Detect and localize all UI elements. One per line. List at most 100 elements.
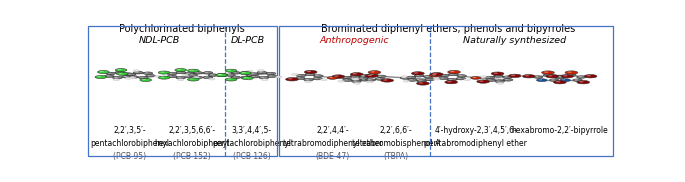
Circle shape [250,75,260,78]
Circle shape [445,80,458,84]
Circle shape [306,79,309,80]
Circle shape [147,75,151,76]
Circle shape [450,74,453,75]
Circle shape [114,79,116,80]
Circle shape [488,79,491,80]
Circle shape [473,77,476,78]
Circle shape [176,76,186,79]
Circle shape [259,76,269,79]
Circle shape [131,77,133,78]
Circle shape [351,73,363,76]
Circle shape [145,72,148,73]
Circle shape [295,77,305,80]
Circle shape [195,77,198,78]
Circle shape [188,69,199,72]
Text: Polychlorinated biphenyls: Polychlorinated biphenyls [119,24,245,34]
Circle shape [140,78,151,82]
Circle shape [416,75,419,76]
Circle shape [259,72,262,73]
Circle shape [190,70,194,71]
Circle shape [313,77,323,80]
Circle shape [133,70,140,71]
Circle shape [169,73,173,74]
Circle shape [95,76,107,79]
Circle shape [218,74,222,75]
Circle shape [430,73,443,76]
Circle shape [100,71,104,72]
Text: hexabromo-2,2′-bipyrrole: hexabromo-2,2′-bipyrrole [511,126,608,134]
Circle shape [350,75,360,77]
Circle shape [479,80,484,82]
Circle shape [456,77,466,80]
Circle shape [533,76,543,78]
Circle shape [134,71,143,74]
Circle shape [314,75,323,77]
Circle shape [450,71,454,72]
Circle shape [353,78,359,80]
Circle shape [359,76,369,78]
Circle shape [188,74,197,76]
Circle shape [125,73,128,74]
Text: 2,2′,6,6′-: 2,2′,6,6′- [380,126,412,134]
Circle shape [185,72,195,75]
Circle shape [125,78,132,79]
Circle shape [258,70,264,71]
Circle shape [441,75,445,76]
Circle shape [544,72,549,73]
Circle shape [246,74,256,76]
Circle shape [432,74,436,76]
Circle shape [377,75,386,78]
Circle shape [419,80,422,81]
Circle shape [242,76,253,80]
Circle shape [344,77,347,78]
Circle shape [497,82,503,84]
Circle shape [361,75,364,76]
Circle shape [277,76,279,77]
Circle shape [306,73,315,76]
Circle shape [268,73,271,74]
Circle shape [543,74,553,76]
Text: 2,2′,3,5′-: 2,2′,3,5′- [114,126,146,134]
Circle shape [188,78,199,81]
Circle shape [477,80,490,83]
Circle shape [368,71,381,74]
Circle shape [193,72,203,74]
Circle shape [406,76,416,79]
Circle shape [369,74,378,76]
Circle shape [503,79,513,81]
Circle shape [304,70,317,74]
Circle shape [240,72,251,75]
Circle shape [231,72,240,74]
Circle shape [342,79,352,82]
Text: Brominated diphenyl ethers, phenols and bipyrroles: Brominated diphenyl ethers, phenols and … [321,24,575,34]
Text: (PCB 126): (PCB 126) [233,152,271,161]
Circle shape [177,77,181,78]
Circle shape [562,79,566,80]
Circle shape [210,74,213,75]
Circle shape [495,80,505,83]
Circle shape [449,79,452,80]
Circle shape [176,71,186,74]
Circle shape [160,77,164,78]
Circle shape [146,74,155,77]
Text: (PCB 95): (PCB 95) [113,152,147,161]
Circle shape [267,75,277,77]
Circle shape [553,76,563,78]
Circle shape [208,74,218,76]
Circle shape [334,76,339,77]
Circle shape [375,78,385,80]
Circle shape [269,75,273,76]
Circle shape [485,76,495,79]
Circle shape [292,74,298,75]
Circle shape [400,76,411,79]
Circle shape [551,79,555,80]
Circle shape [584,75,597,78]
Circle shape [242,77,246,78]
Circle shape [227,78,232,80]
Circle shape [464,79,471,81]
Circle shape [338,80,345,82]
Circle shape [573,79,582,81]
Circle shape [481,76,484,77]
Circle shape [329,77,333,78]
Circle shape [307,71,311,72]
